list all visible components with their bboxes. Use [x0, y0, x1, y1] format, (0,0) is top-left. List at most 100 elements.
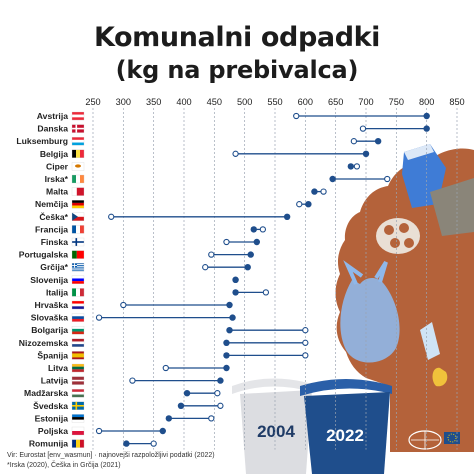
x-tick-label: 550 — [267, 97, 282, 107]
bin-2022-body — [304, 392, 390, 474]
dot-2004 — [150, 440, 157, 447]
x-tick-label: 250 — [85, 97, 100, 107]
flag-fi-icon — [71, 237, 85, 247]
flag-si-icon — [71, 275, 85, 284]
dot-2022 — [123, 440, 130, 447]
x-tick-label: 650 — [328, 97, 343, 107]
flag-gr-icon — [71, 263, 85, 272]
paper-roll-ring — [376, 218, 420, 254]
dot-2004 — [259, 226, 267, 233]
dot-2022 — [374, 138, 382, 145]
flag-at-icon — [71, 111, 85, 121]
paper-roll-hole — [404, 238, 414, 248]
dot-2022 — [311, 188, 318, 195]
country-label: Latvija — [41, 376, 68, 386]
x-tick-label: 450 — [207, 97, 222, 107]
flag-lt-icon — [71, 363, 85, 373]
row-nl: Nizozemska — [19, 338, 309, 348]
flag-es-icon — [71, 351, 85, 360]
dot-2022 — [177, 402, 185, 409]
country-label: Poljska — [38, 426, 68, 436]
flag-sk-icon — [71, 313, 85, 322]
dot-2022 — [217, 377, 224, 384]
dot-2004 — [129, 377, 136, 384]
flag-ie-icon — [71, 174, 85, 184]
dot-2004 — [120, 301, 127, 309]
row-lv: Latvija — [41, 376, 224, 386]
dot-2004 — [350, 138, 358, 145]
cardboard-box — [430, 178, 474, 236]
x-tick-label: 500 — [237, 97, 252, 107]
row-lu: Luksemburg — [16, 136, 382, 146]
country-label: Estonija — [35, 413, 69, 423]
country-label: Bolgarija — [31, 325, 68, 335]
flag-hr-icon — [71, 300, 85, 310]
garbage-illustration: 2004 2022 Evropski parlament — [232, 144, 474, 474]
paper-roll-hole — [384, 225, 394, 235]
dot-2022 — [347, 163, 355, 170]
row-mt: Malta — [46, 187, 327, 197]
country-label: Slovaška — [31, 313, 68, 323]
dot-2022 — [165, 415, 173, 422]
country-label: Portugalska — [19, 250, 68, 260]
flag-nl-icon — [71, 338, 85, 347]
x-tick-label: 850 — [449, 97, 464, 107]
row-ee: Estonija — [35, 413, 215, 423]
dot-2004 — [293, 112, 300, 120]
flag-ee-icon — [71, 414, 85, 423]
row-si: Slovenija — [30, 275, 239, 285]
row-fr: Francija — [35, 224, 267, 234]
eu-flag — [444, 432, 460, 444]
country-label: Romunija — [29, 439, 68, 449]
x-tick-label: 800 — [419, 97, 434, 107]
paper-roll-hole — [390, 238, 400, 248]
row-hu: Madžarska — [24, 388, 221, 398]
bin-2022-lid — [300, 379, 392, 396]
source-note: Vir: Eurostat [env_wasmun] · najnovejši … — [7, 452, 215, 459]
x-axis-ticks: 250 300 350 400 450 500 550 600 650 700 750 800 850 — [85, 97, 464, 107]
footnote: *Irska (2020), Češka in Grčija (2021) — [7, 462, 121, 469]
row-pt: Portugalska — [19, 250, 254, 260]
row-cy: Ciper — [46, 161, 361, 171]
dot-2022 — [362, 150, 370, 157]
x-tick-label: 750 — [389, 97, 404, 107]
country-label: Litva — [48, 363, 68, 373]
country-label: Madžarska — [24, 388, 68, 398]
country-label: Finska — [41, 237, 68, 247]
flag-be-icon — [71, 149, 85, 158]
row-dk: Danska — [37, 124, 430, 134]
x-tick-label: 350 — [146, 97, 161, 107]
row-be: Belgija — [40, 149, 370, 159]
dot-2004 — [353, 163, 361, 170]
ep-logo-dome-lines — [411, 431, 439, 449]
dot-2004 — [108, 213, 115, 220]
row-ro: Romunija — [29, 439, 157, 449]
country-label: Avstrija — [37, 111, 68, 121]
row-sk: Slovaška — [31, 313, 236, 323]
dot-2022 — [223, 339, 230, 346]
dot-2022 — [423, 112, 430, 120]
row-fi: Finska — [41, 237, 260, 247]
dot-2022 — [247, 251, 254, 258]
flag-de-icon — [71, 200, 85, 209]
country-label: Luksemburg — [16, 136, 68, 146]
dot-2004 — [302, 327, 309, 334]
x-tick-label: 600 — [298, 97, 313, 107]
dot-2022 — [183, 390, 191, 397]
plastic-bag — [340, 278, 400, 363]
flag-pt-icon — [71, 250, 85, 259]
row-pl: Poljska — [38, 426, 166, 436]
row-hr: Hrvaška — [35, 300, 233, 310]
paper-roll-hole — [399, 223, 409, 233]
row-at: Avstrija — [37, 111, 430, 121]
row-bg: Bolgarija — [31, 325, 309, 335]
dot-2004 — [359, 125, 367, 132]
dot-2022 — [226, 301, 233, 309]
country-label: Italija — [46, 287, 68, 297]
flag-bg-icon — [71, 326, 85, 335]
row-gr: Grčija* — [40, 262, 251, 272]
flag-pl-icon — [71, 426, 85, 436]
country-label: Nizozemska — [19, 338, 68, 348]
dot-2004 — [302, 339, 309, 346]
dot-2004 — [262, 289, 270, 296]
